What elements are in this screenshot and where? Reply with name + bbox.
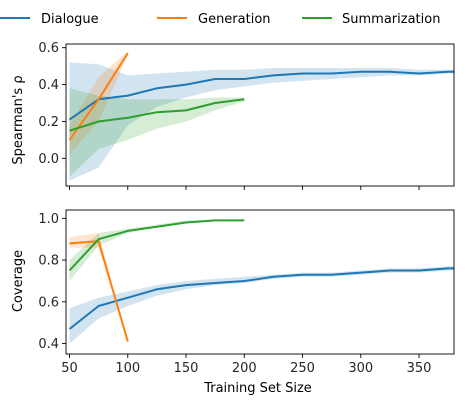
coverage-x-tick-label-350: 350 xyxy=(407,361,432,376)
coverage-y-tick-label-2: 0.8 xyxy=(38,254,59,269)
coverage-dialogue-confidence-band xyxy=(69,266,454,344)
spearman-summarization-line xyxy=(69,98,245,132)
coverage-panel: Coverage Training Set Size 50 100 150 200 25… xyxy=(11,209,455,396)
spearman-y-axis-label: Spearman's ρ xyxy=(11,75,26,164)
legend-label-generation: Generation xyxy=(198,12,271,27)
x-axis-label: Training Set Size xyxy=(203,381,312,396)
coverage-x-tick-label-300: 300 xyxy=(348,361,373,376)
coverage-summarization-line xyxy=(68,219,245,272)
spearman-y-tick-label-2: 0.4 xyxy=(38,78,59,93)
spearman-dialogue-confidence-band xyxy=(69,62,454,181)
spearman-dialogue-line xyxy=(68,70,454,121)
coverage-x-tick-label-100: 100 xyxy=(115,361,140,376)
coverage-y-tick-label-0: 0.4 xyxy=(38,337,59,352)
spearman-y-tick-label-1: 0.2 xyxy=(38,115,59,130)
legend-label-summarization: Summarization xyxy=(342,12,440,27)
coverage-x-tick-label-50: 50 xyxy=(61,361,78,376)
legend-entry-summarization: Summarization xyxy=(302,12,440,27)
spearman-generation-line xyxy=(68,52,129,141)
coverage-y-tick-label-3: 1.0 xyxy=(38,212,59,227)
coverage-y-tick-label-1: 0.6 xyxy=(38,295,59,310)
spearman-summarization-confidence-band xyxy=(69,88,245,177)
coverage-plot-area xyxy=(68,219,454,344)
coverage-x-tick-label-200: 200 xyxy=(232,361,257,376)
spearman-plot-area xyxy=(68,51,454,181)
coverage-x-tick-label-150: 150 xyxy=(174,361,199,376)
coverage-y-axis-label: Coverage xyxy=(11,250,26,312)
legend-label-dialogue: Dialogue xyxy=(41,12,99,27)
coverage-generation-line xyxy=(69,240,129,342)
coverage-x-tick-label-250: 250 xyxy=(290,361,315,376)
spearman-plot-frame xyxy=(65,43,455,187)
spearman-y-tick-label-3: 0.6 xyxy=(38,41,59,56)
coverage-summarization-confidence-band xyxy=(69,220,245,281)
coverage-dialogue-line xyxy=(68,267,454,330)
legend-entry-dialogue: Dialogue xyxy=(0,12,99,27)
coverage-plot-frame xyxy=(65,209,455,355)
legend-entry-generation: Generation xyxy=(157,12,271,27)
legend: Dialogue Generation Summarization xyxy=(0,12,440,27)
spearman-y-tick-label-0: 0.0 xyxy=(38,152,59,167)
spearman-panel: Spearman's ρ 0.0 0.2 0.4 0.6 xyxy=(11,41,455,190)
